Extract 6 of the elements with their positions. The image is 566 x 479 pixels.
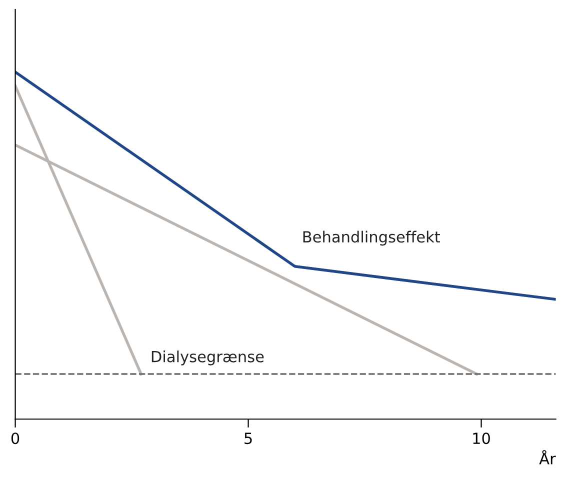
x-axis-title: År [539, 450, 556, 464]
x-tick-label: 5 [244, 432, 252, 444]
series-label: Behandlingseffekt [303, 230, 440, 246]
ref-line-label: Dialysegrænse [152, 350, 264, 366]
x-tick-label: 0 [11, 432, 20, 444]
x-tick-label: 10 [473, 432, 490, 444]
